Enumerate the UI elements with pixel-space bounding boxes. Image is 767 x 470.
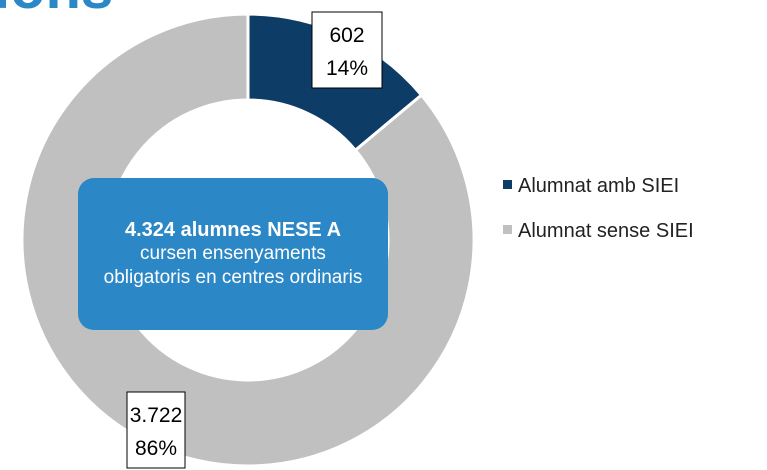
- center-text: cursen ensenyaments obligatoris en centr…: [103, 243, 363, 288]
- chart-title: ions: [0, 0, 113, 21]
- legend-label: Alumnat amb SIEI: [518, 175, 679, 197]
- value-label: 602: [329, 24, 364, 47]
- percent-label: 86%: [135, 437, 177, 460]
- value-label: 3.722: [130, 404, 183, 427]
- center-title: 4.324 alumnes NESE A: [124, 219, 342, 241]
- legend-label: Alumnat sense SIEI: [518, 220, 694, 242]
- label-box: [126, 391, 186, 469]
- legend-swatch: [503, 180, 512, 189]
- donut-slice: [20, 12, 476, 468]
- legend-swatch: [503, 225, 512, 234]
- center-box: 4.324 alumnes NESE A cursen ensenyaments…: [78, 178, 388, 330]
- percent-label: 14%: [326, 57, 368, 80]
- label-box: [311, 11, 383, 89]
